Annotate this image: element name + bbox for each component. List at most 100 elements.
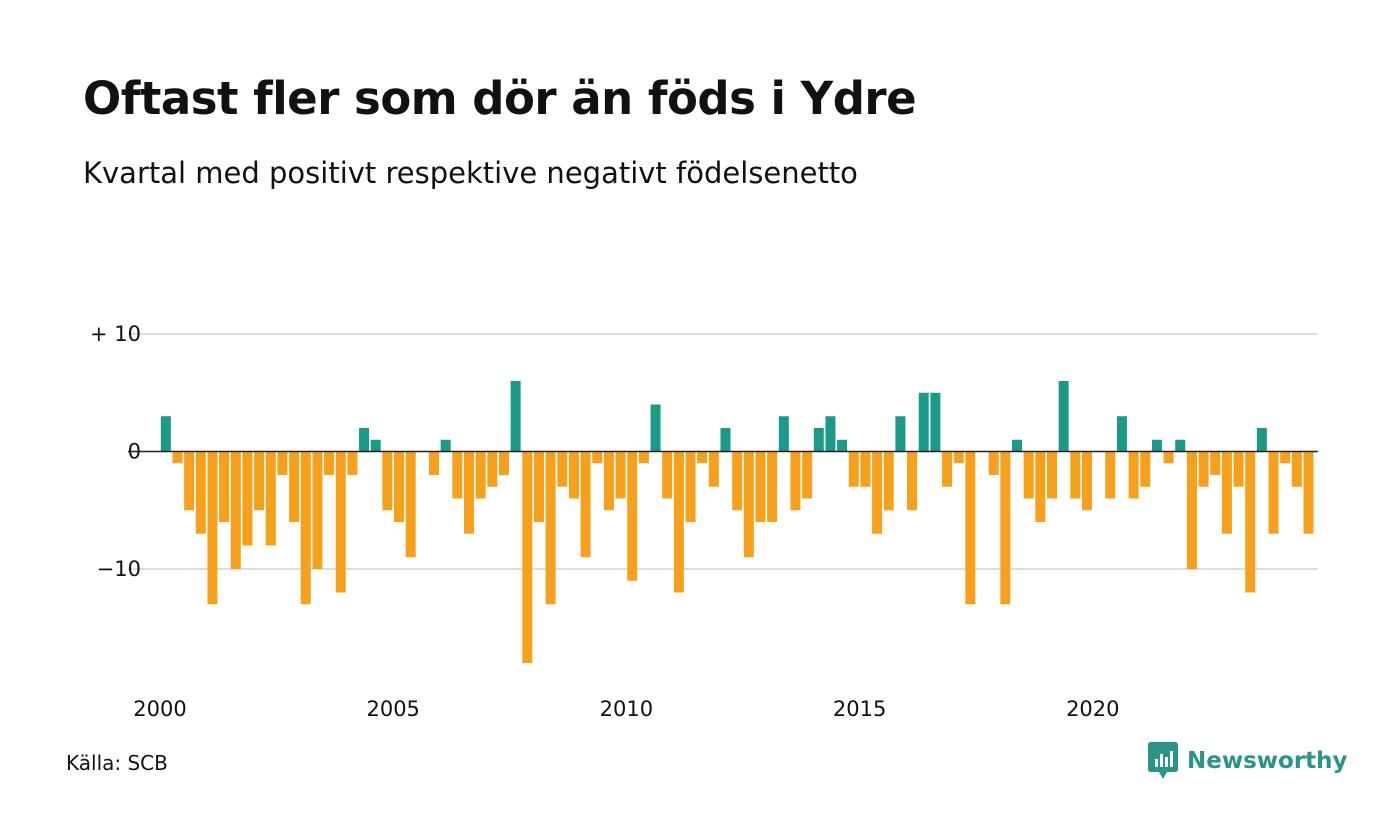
bar-negative bbox=[545, 451, 556, 605]
bar-negative bbox=[1291, 451, 1302, 487]
bar-negative bbox=[627, 451, 638, 581]
y-tick-label: −10 bbox=[97, 557, 141, 581]
bar-negative bbox=[743, 451, 754, 558]
bar-negative bbox=[394, 451, 405, 522]
y-tick-label: 0 bbox=[128, 440, 141, 464]
x-tick-label: 2015 bbox=[833, 697, 886, 721]
bar-negative bbox=[872, 451, 883, 534]
x-tick-label: 2020 bbox=[1066, 697, 1119, 721]
bar-negative bbox=[802, 451, 813, 499]
bar-positive bbox=[1151, 439, 1162, 452]
bar-negative bbox=[907, 451, 918, 511]
bar-negative bbox=[254, 451, 265, 511]
bar-negative bbox=[615, 451, 626, 499]
bar-negative bbox=[662, 451, 673, 499]
bar-negative bbox=[790, 451, 801, 511]
chart-subtitle: Kvartal med positivt respektive negativt… bbox=[83, 156, 858, 190]
bar-negative bbox=[1105, 451, 1116, 499]
bar-negative bbox=[860, 451, 871, 487]
brand-logo: Newsworthy bbox=[1148, 742, 1348, 780]
bar-negative bbox=[1210, 451, 1221, 475]
bar-negative bbox=[942, 451, 953, 487]
bar-negative bbox=[557, 451, 568, 487]
bar-positive bbox=[825, 416, 836, 452]
bar-negative bbox=[1280, 451, 1291, 464]
bar-negative bbox=[673, 451, 684, 593]
bar-negative bbox=[242, 451, 253, 546]
bar-negative bbox=[1163, 451, 1174, 464]
bar-negative bbox=[463, 451, 474, 534]
bar-positive bbox=[1175, 439, 1186, 452]
bar-negative bbox=[1245, 451, 1256, 593]
bar-negative bbox=[953, 451, 964, 464]
y-tick-label: + 10 bbox=[90, 322, 141, 346]
bar-positive bbox=[359, 428, 370, 452]
bar-positive bbox=[895, 416, 906, 452]
bar-positive bbox=[370, 439, 381, 452]
bar-negative bbox=[697, 451, 708, 464]
bar-negative bbox=[1268, 451, 1279, 534]
bar-negative bbox=[580, 451, 591, 558]
bar-negative bbox=[1081, 451, 1092, 511]
bar-negative bbox=[300, 451, 311, 605]
bar-negative bbox=[708, 451, 719, 487]
bar-positive bbox=[778, 416, 789, 452]
x-tick-label: 2010 bbox=[600, 697, 653, 721]
bar-negative bbox=[312, 451, 323, 569]
bar-positive bbox=[1116, 416, 1127, 452]
bar-negative bbox=[184, 451, 195, 511]
x-tick-label: 2000 bbox=[133, 697, 186, 721]
bar-negative bbox=[172, 451, 183, 464]
bars bbox=[128, 381, 1318, 663]
bar-positive bbox=[510, 381, 521, 452]
bar-negative bbox=[883, 451, 894, 511]
axis-labels: + 10 0 −10 2000 2005 2010 2015 2020 bbox=[90, 322, 1120, 721]
bar-negative bbox=[533, 451, 544, 522]
bar-negative bbox=[685, 451, 696, 522]
bar-negative bbox=[405, 451, 416, 558]
bar-negative bbox=[335, 451, 346, 593]
bar-negative bbox=[1046, 451, 1057, 499]
bar-positive bbox=[1256, 428, 1267, 452]
bar-negative bbox=[1070, 451, 1081, 499]
bar-negative bbox=[592, 451, 603, 464]
bar-negative bbox=[429, 451, 440, 475]
bar-negative bbox=[195, 451, 206, 534]
grid-lines bbox=[128, 333, 1318, 570]
bar-positive bbox=[440, 439, 451, 452]
bar-chart: + 10 0 −10 2000 2005 2010 2015 2020 bbox=[90, 322, 1318, 721]
bar-negative bbox=[452, 451, 463, 499]
bar-positive bbox=[1058, 381, 1069, 452]
bar-positive bbox=[918, 392, 929, 452]
bar-negative bbox=[848, 451, 859, 487]
brand-name: Newsworthy bbox=[1187, 748, 1348, 774]
bar-positive bbox=[160, 416, 171, 452]
bar-negative bbox=[568, 451, 579, 499]
bar-negative bbox=[1233, 451, 1244, 487]
bar-negative bbox=[965, 451, 976, 605]
bar-negative bbox=[732, 451, 743, 511]
bar-positive bbox=[650, 404, 661, 452]
bar-negative bbox=[207, 451, 218, 605]
bar-negative bbox=[1140, 451, 1151, 487]
bar-negative bbox=[988, 451, 999, 475]
bar-negative bbox=[767, 451, 778, 522]
bar-negative bbox=[498, 451, 509, 475]
bar-negative bbox=[289, 451, 300, 522]
bar-negative bbox=[1128, 451, 1139, 499]
bar-positive bbox=[720, 428, 731, 452]
x-tick-label: 2005 bbox=[366, 697, 419, 721]
chart-title: Oftast fler som dör än föds i Ydre bbox=[83, 72, 917, 125]
bar-negative bbox=[1198, 451, 1209, 487]
source-note: Källa: SCB bbox=[66, 751, 168, 775]
newsworthy-logo-icon bbox=[1148, 742, 1178, 779]
bar-negative bbox=[638, 451, 649, 464]
bar-negative bbox=[265, 451, 276, 546]
bar-negative bbox=[522, 451, 533, 663]
bar-positive bbox=[813, 428, 824, 452]
bar-negative bbox=[219, 451, 230, 522]
bar-negative bbox=[1023, 451, 1034, 499]
bar-negative bbox=[755, 451, 766, 522]
bar-negative bbox=[1303, 451, 1314, 534]
bar-negative bbox=[487, 451, 498, 487]
